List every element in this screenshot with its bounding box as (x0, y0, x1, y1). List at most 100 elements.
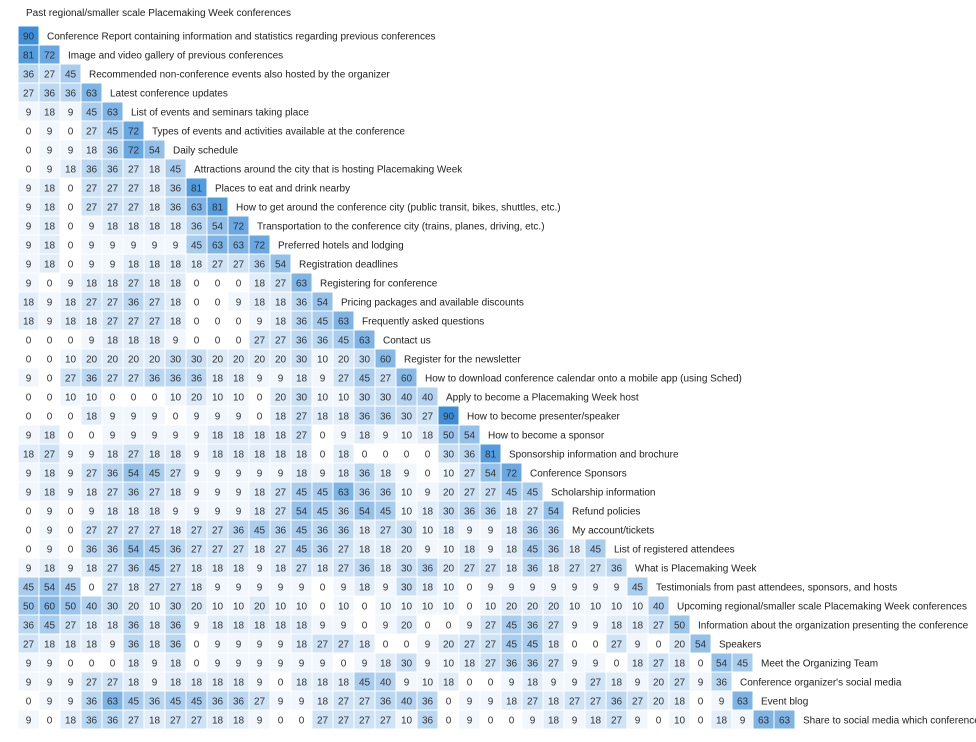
row-label: Image and video gallery of previous conf… (68, 51, 283, 62)
cell-value-label: 45 (632, 583, 644, 594)
cell-value-label: 18 (233, 450, 245, 461)
cell-value-label: 45 (737, 659, 749, 670)
cell-value-label: 54 (464, 431, 476, 442)
cell-value-label: 18 (254, 450, 266, 461)
cell-value-label: 0 (89, 583, 95, 594)
cell-value-label: 36 (107, 146, 119, 157)
cell-value-label: 9 (299, 583, 305, 594)
row-label: How to download conference calendar onto… (425, 374, 742, 385)
cell-value-label: 20 (191, 393, 203, 404)
cell-value-label: 0 (215, 336, 221, 347)
cell-value-label: 50 (65, 602, 77, 613)
cell-value-label: 36 (380, 488, 392, 499)
cell-value-label: 10 (590, 602, 602, 613)
cell-value-label: 18 (443, 678, 455, 689)
cell-value-label: 9 (551, 678, 557, 689)
row-label: Places to eat and drink nearby (215, 184, 350, 195)
cell-value-label: 9 (47, 526, 53, 537)
cell-value-label: 18 (569, 545, 581, 556)
cell-value-label: 18 (149, 450, 161, 461)
cell-value-label: 72 (254, 241, 266, 252)
matrix-row: 45 54 45 0 27 18 27 27 18 9 9 9 9 9 0 9 18 9 30 18 10 0 9 9 9 9 9 9… (17, 576, 897, 597)
cell-value-label: 18 (275, 564, 287, 575)
cell-value-label: 18 (65, 165, 77, 176)
cell-value-label: 36 (149, 697, 161, 708)
cell-value-label: 9 (26, 108, 32, 119)
cell-value-label: 63 (338, 317, 350, 328)
cell-value-label: 27 (128, 165, 140, 176)
cell-value-label: 9 (68, 279, 74, 290)
cell-value-label: 9 (47, 697, 53, 708)
cell-value-label: 18 (359, 526, 371, 537)
cell-value-label: 36 (548, 545, 560, 556)
cell-value-label: 9 (257, 317, 263, 328)
cell-value-label: 54 (296, 507, 308, 518)
cell-value-label: 9 (614, 583, 620, 594)
cell-value-label: 9 (572, 659, 578, 670)
cell-value-label: 36 (107, 545, 119, 556)
row-label: List of events and seminars taking place (131, 108, 309, 119)
cell-value-label: 0 (425, 450, 431, 461)
cell-value-label: 18 (128, 222, 140, 233)
cell-value-label: 9 (278, 697, 284, 708)
matrix-row: 9 18 0 9 18 18 18 18 36 54 72 Transportation to the… (17, 215, 545, 236)
cell-value-label: 45 (506, 640, 518, 651)
cell-value-label: 10 (422, 602, 434, 613)
cell-value-label: 18 (716, 716, 728, 727)
matrix-row: 36 27 45 Recommended non-conference events … (17, 63, 390, 84)
cell-value-label: 9 (236, 488, 242, 499)
cell-value-label: 18 (254, 298, 266, 309)
cell-value-label: 9 (467, 526, 473, 537)
cell-value-label: 27 (296, 564, 308, 575)
cell-value-label: 27 (464, 469, 476, 480)
row-label: Daily schedule (173, 146, 238, 157)
cell-value-label: 45 (317, 507, 329, 518)
cell-value-label: 30 (401, 659, 413, 670)
cell-value-label: 0 (47, 355, 53, 366)
cell-value-label: 27 (338, 545, 350, 556)
cell-value-label: 18 (149, 203, 161, 214)
row-label: How to become a sponsor (488, 431, 605, 442)
cell-value-label: 18 (380, 659, 392, 670)
cell-value-label: 18 (86, 412, 98, 423)
cell-value-label: 27 (86, 127, 98, 138)
cell-value-label: 18 (506, 564, 518, 575)
cell-value-label: 18 (548, 640, 560, 651)
cell-value-label: 9 (236, 412, 242, 423)
cell-value-label: 18 (86, 640, 98, 651)
cell-value-label: 9 (257, 374, 263, 385)
cell-value-label: 40 (380, 678, 392, 689)
cell-value-label: 10 (65, 355, 77, 366)
row-label: What is Placemaking Week (635, 564, 758, 575)
cell-value-label: 9 (530, 583, 536, 594)
cell-value-label: 18 (65, 317, 77, 328)
cell-value-label: 0 (509, 716, 515, 727)
cell-value-label: 9 (236, 659, 242, 670)
cell-value-label: 27 (86, 298, 98, 309)
cell-value-label: 45 (338, 336, 350, 347)
cell-value-label: 36 (296, 298, 308, 309)
cell-value-label: 20 (653, 697, 665, 708)
cell-value-label: 20 (212, 355, 224, 366)
cell-value-label: 0 (446, 716, 452, 727)
matrix-row: 0 9 0 27 45 72 Types of events and activities … (17, 120, 405, 141)
cell-value-label: 0 (26, 146, 32, 157)
cell-value-label: 18 (233, 716, 245, 727)
cell-value-label: 18 (422, 431, 434, 442)
cell-value-label: 9 (257, 716, 263, 727)
cell-value-label: 9 (383, 621, 389, 632)
cell-value-label: 18 (233, 564, 245, 575)
cell-value-label: 18 (149, 621, 161, 632)
cell-value-label: 36 (359, 488, 371, 499)
cell-value-label: 0 (68, 222, 74, 233)
matrix-row: 27 18 18 18 9 36 18 36 0 9 9 9 9 18 27 27 18 0 0 9 20 27 27 45 4… (17, 633, 761, 654)
cell-value-label: 10 (296, 602, 308, 613)
cell-value-label: 9 (236, 583, 242, 594)
cell-value-label: 27 (233, 545, 245, 556)
cell-value-label: 72 (506, 469, 518, 480)
cell-value-label: 18 (254, 507, 266, 518)
row-label: Sponsorship information and brochure (509, 450, 679, 461)
cell-value-label: 18 (317, 564, 329, 575)
cell-value-label: 36 (359, 412, 371, 423)
matrix-row: 0 9 9 18 36 72 54 Daily schedule (17, 139, 238, 160)
